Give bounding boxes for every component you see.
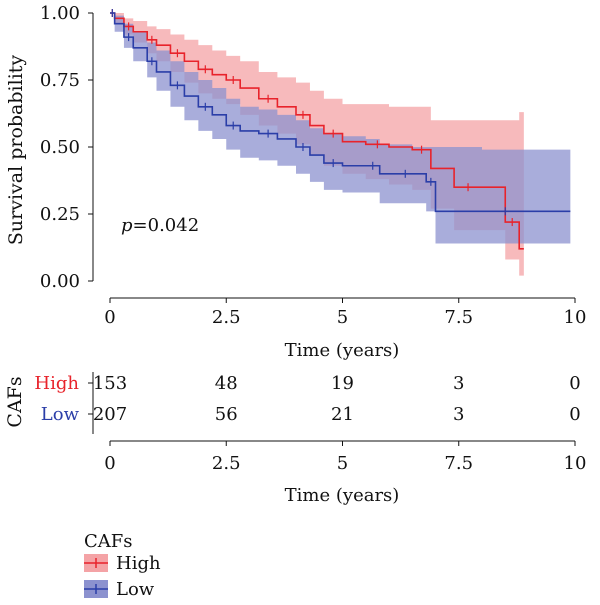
risk-table-cell: 153 — [93, 373, 127, 394]
confidence-bands — [110, 13, 571, 276]
legend: CAFs High Low — [84, 531, 161, 600]
risk-table-cell: 0 — [569, 404, 580, 425]
risk-table-row-label-high: High — [34, 373, 79, 394]
risk-table-cell: 19 — [331, 373, 354, 394]
risk-table: High 153 48 19 3 0 Low 207 56 21 3 0 0 2.5 5 7.5 10 — [34, 372, 586, 474]
x-tick-label: 2.5 — [212, 307, 241, 328]
risk-table-x-tick-label: 10 — [564, 453, 587, 474]
risk-table-cell: 3 — [453, 404, 464, 425]
survival-curve-high — [110, 12, 524, 250]
ci-band-low — [110, 13, 571, 244]
risk-table-cell: 0 — [569, 373, 580, 394]
y-tick-label: 0.50 — [40, 137, 80, 158]
survival-curves — [110, 9, 571, 250]
plot-axes: 0.00 0.25 0.50 0.75 1.00 0 2.5 5 7.5 10 — [40, 3, 587, 328]
y-tick-label: 0.25 — [40, 204, 80, 225]
x-tick-label: 0 — [104, 307, 115, 328]
risk-table-cell: 3 — [453, 373, 464, 394]
risk-table-cell: 21 — [331, 404, 354, 425]
x-axis-label: Time (years) — [285, 340, 400, 361]
legend-item-low: Low — [84, 579, 155, 600]
risk-table-x-axis-label: Time (years) — [285, 485, 400, 506]
x-tick-label: 5 — [337, 307, 348, 328]
risk-table-x-tick-label: 2.5 — [212, 453, 241, 474]
risk-table-x-tick-label: 7.5 — [444, 453, 473, 474]
p-value-symbol: p — [121, 215, 133, 236]
risk-table-x-tick-label: 0 — [104, 453, 115, 474]
x-tick-label: 10 — [564, 307, 587, 328]
survival-curve-low — [110, 12, 571, 213]
risk-table-x-tick-label: 5 — [337, 453, 348, 474]
risk-table-cell: 48 — [215, 373, 238, 394]
risk-table-cell: 56 — [215, 404, 238, 425]
y-axis-label: Survival probability — [5, 55, 27, 246]
p-value-annotation: p=0.042 — [121, 215, 199, 236]
risk-table-group-label: CAFs — [4, 376, 26, 427]
y-tick-label: 0.75 — [40, 70, 80, 91]
legend-label-high: High — [116, 553, 161, 574]
legend-label-low: Low — [116, 579, 155, 600]
risk-table-cell: 207 — [93, 404, 127, 425]
x-tick-label: 7.5 — [444, 307, 473, 328]
y-tick-label: 0.00 — [40, 271, 80, 292]
risk-table-row-label-low: Low — [41, 404, 80, 425]
legend-item-high: High — [84, 553, 161, 574]
p-value-number: =0.042 — [133, 215, 200, 236]
y-tick-label: 1.00 — [40, 3, 80, 24]
legend-title: CAFs — [84, 531, 133, 552]
